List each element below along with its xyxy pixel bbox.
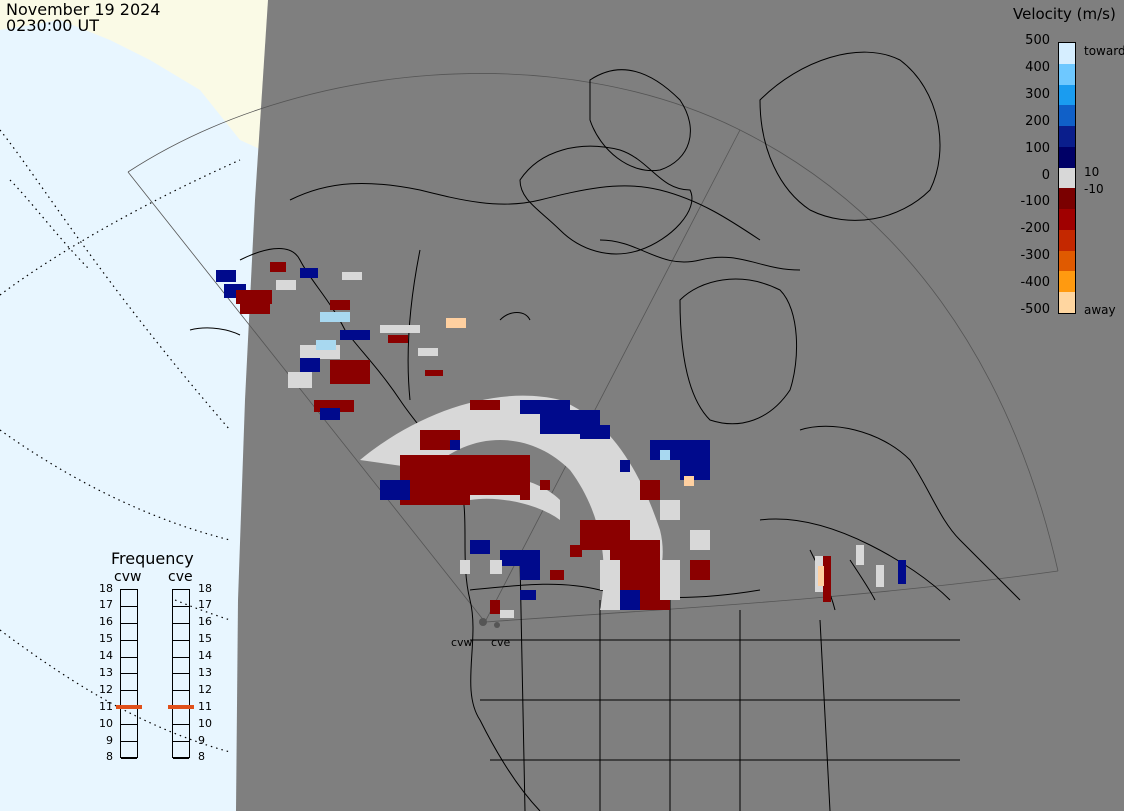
color-bar-segment [1059, 271, 1075, 293]
frequency-cell [173, 607, 189, 624]
velocity-tick-label: -300 [1020, 248, 1050, 264]
color-bar-segment [1059, 43, 1075, 64]
velocity-tick-label: 200 [1025, 113, 1050, 129]
frequency-cell [173, 708, 189, 726]
color-bar-segment [1059, 188, 1075, 210]
frequency-tick-label: 13 [99, 666, 113, 679]
frequency-cell [173, 742, 189, 759]
frequency-tick-label: 9 [198, 733, 205, 747]
night-region [236, 0, 1124, 811]
frequency-cell [121, 742, 137, 759]
frequency-box-cve [172, 589, 190, 759]
frequency-cell [121, 708, 137, 726]
toward-label: toward [1084, 44, 1124, 58]
velocity-scale-title: Velocity (m/s) [1013, 5, 1116, 23]
frequency-ticks-cve: 18 17 16 15 14 13 12 11 10 9 8 [198, 581, 214, 767]
fov-outline [127, 73, 1059, 623]
frequency-tick-label: 18 [99, 581, 113, 595]
color-bar-segment [1059, 146, 1075, 168]
frequency-tick-label: 14 [99, 649, 113, 663]
frequency-ticks-cvw: 18 17 16 15 14 13 12 11 10 9 8 [97, 581, 113, 767]
frequency-tick-label: 15 [99, 632, 113, 646]
radar-label-cve: cve [168, 569, 193, 585]
velocity-tick-label: 300 [1025, 86, 1050, 102]
frequency-box-cvw [120, 589, 138, 759]
frequency-tick-label: 8 [106, 750, 113, 764]
time-label: 0230:00 UT [6, 16, 100, 35]
site-label-cve: cve [491, 636, 511, 649]
color-bar-segment [1059, 167, 1075, 189]
color-bar-segment [1059, 126, 1075, 147]
frequency-cell [121, 725, 137, 743]
frequency-tick-label: 9 [106, 733, 113, 747]
color-bar-segment [1059, 105, 1075, 127]
date-label: November 19 2024 [6, 0, 161, 19]
velocity-tick-label: 0 [1041, 167, 1050, 183]
frequency-tick-label: 11 [99, 699, 113, 713]
frequency-cell [121, 607, 137, 624]
frequency-cell [173, 658, 189, 675]
frequency-tick-label: 14 [198, 649, 212, 663]
velocity-tick-label: -500 [1020, 302, 1050, 317]
frequency-cell [173, 590, 189, 607]
frequency-cell [173, 674, 189, 692]
color-bar-segment [1059, 292, 1075, 313]
away-label: away [1084, 303, 1116, 317]
lat-lon-grid [0, 129, 241, 753]
frequency-tick-label: 16 [198, 615, 212, 629]
frequency-tick-label: 10 [99, 716, 113, 730]
frequency-cell [121, 624, 137, 641]
near-zero-neg-label: -10 [1084, 182, 1104, 196]
velocity-tick-label: 400 [1025, 59, 1050, 75]
velocity-color-bar [1058, 42, 1076, 314]
ice-area [0, 0, 268, 150]
frequency-tick-label: 16 [99, 615, 113, 629]
velocity-tick-label: -100 [1020, 194, 1050, 210]
color-bar-segment [1059, 250, 1075, 272]
frequency-tick-label: 13 [198, 666, 212, 679]
frequency-cell [121, 590, 137, 607]
frequency-cell [121, 641, 137, 658]
frequency-cell [173, 641, 189, 658]
velocity-tick-label: -200 [1020, 221, 1050, 237]
frequency-marker-cvw [116, 705, 142, 710]
frequency-tick-label: 18 [198, 581, 212, 595]
velocity-cells [216, 262, 906, 618]
color-bar-segment [1059, 63, 1075, 85]
frequency-tick-label: 10 [198, 716, 212, 730]
site-marker-cvw [479, 618, 487, 626]
near-zero-pos-label: 10 [1084, 165, 1100, 179]
color-bar-segment [1059, 209, 1075, 230]
frequency-tick-label: 15 [198, 632, 212, 646]
frequency-tick-label: 12 [99, 682, 113, 696]
frequency-tick-label: 8 [198, 750, 205, 764]
frequency-tick-label: 17 [99, 598, 113, 612]
frequency-tick-label: 17 [198, 598, 212, 612]
frequency-cell [121, 658, 137, 675]
color-bar-segment [1059, 229, 1075, 251]
radar-label-cvw: cvw [114, 569, 142, 585]
velocity-tick-label: 500 [1025, 33, 1050, 48]
color-bar-segment [1059, 84, 1075, 106]
frequency-cell [121, 674, 137, 692]
velocity-tick-label: -400 [1020, 275, 1050, 291]
site-label-cvw: cvw [451, 636, 473, 649]
frequency-tick-label: 11 [198, 699, 212, 713]
frequency-marker-cve [168, 705, 194, 710]
site-marker-cve [494, 622, 500, 628]
frequency-cell [173, 624, 189, 641]
frequency-cell [173, 725, 189, 743]
frequency-title: Frequency [111, 549, 194, 568]
frequency-tick-label: 12 [198, 682, 212, 696]
velocity-tick-label: 100 [1025, 140, 1050, 156]
